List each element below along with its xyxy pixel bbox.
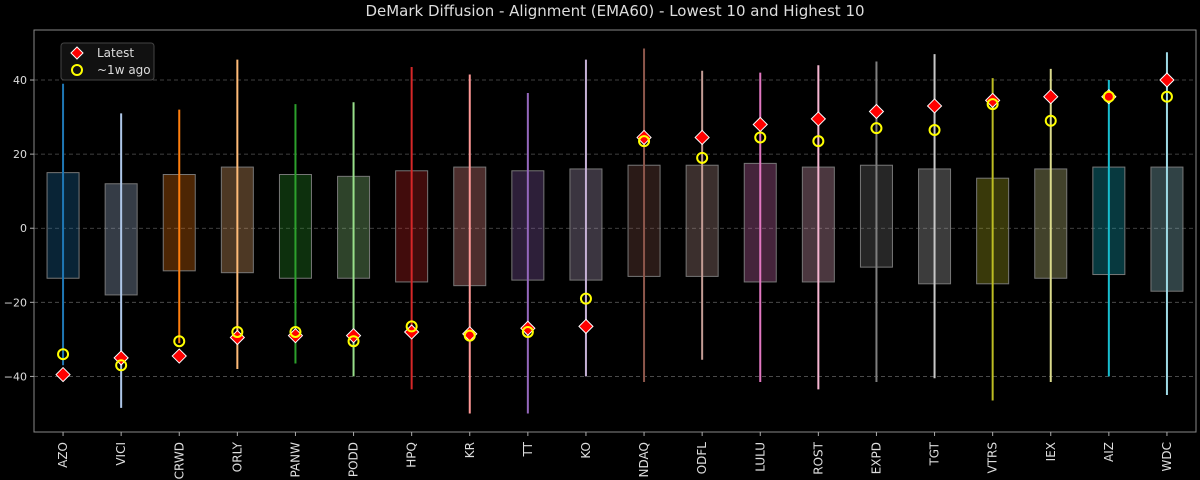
x-tick-label: HPQ [405, 442, 419, 468]
x-tick-label: AZO [56, 442, 70, 468]
legend-latest-label: Latest [97, 46, 134, 60]
latest-marker-KO [578, 318, 594, 335]
x-tick-label: TGT [928, 441, 942, 466]
chart-title: DeMark Diffusion - Alignment (EMA60) - L… [365, 2, 864, 20]
week-ago-marker-TGT [928, 124, 941, 137]
week-ago-marker-EXPD [870, 122, 883, 135]
plot-frame [33, 29, 1197, 433]
latest-marker-AZO [55, 366, 71, 383]
week-ago-marker-LULU [754, 131, 767, 144]
latest-marker-VTRS [984, 92, 1001, 109]
legend-week-ago-label: ~1w ago [97, 63, 151, 77]
y-tick-label: −20 [4, 296, 27, 309]
x-tick-label: ORLY [230, 441, 244, 472]
latest-marker-LULU [752, 116, 768, 133]
week-ago-marker-ODFL [696, 151, 709, 164]
week-ago-marker-PANW [289, 325, 302, 338]
x-tick-label: ODFL [695, 442, 709, 475]
week-ago-marker-CRWD [173, 335, 186, 348]
latest-marker-NDAQ [636, 129, 652, 146]
x-tick-label: LULU [753, 442, 767, 472]
week-ago-marker-AZO [57, 348, 70, 361]
y-tick-label: −40 [4, 370, 27, 383]
latest-marker-VICI [113, 350, 129, 366]
x-tick-label: WDC [1160, 442, 1174, 471]
week-ago-marker-PODD [347, 335, 360, 348]
x-tick-label: IEX [1044, 442, 1058, 461]
week-ago-marker-NDAQ [638, 135, 651, 148]
week-ago-marker-WDC [1160, 90, 1173, 103]
legend: Latest ~1w ago [60, 42, 155, 81]
y-tick-label: 20 [13, 148, 27, 161]
week-ago-marker-ORLY [231, 325, 244, 338]
x-tick-label: PODD [347, 442, 361, 477]
latest-marker-IEX [1043, 88, 1059, 105]
legend-latest-marker [70, 46, 84, 60]
legend-week-ago-marker [71, 64, 83, 76]
week-ago-marker-VICI [115, 359, 128, 372]
latest-marker-WDC [1159, 72, 1175, 88]
x-tick-label: NDAQ [637, 442, 651, 477]
legend-box [60, 42, 155, 81]
week-ago-marker-IEX [1044, 114, 1057, 127]
week-ago-marker-KO [579, 292, 592, 305]
x-tick-label: KR [463, 442, 477, 458]
y-tick-label: 0 [20, 222, 27, 235]
week-ago-marker-VTRS [986, 98, 999, 111]
x-tick-label: EXPD [869, 442, 883, 474]
latest-marker-TGT [926, 98, 943, 114]
latest-marker-ROST [810, 111, 827, 127]
x-tick-label: PANW [288, 442, 302, 478]
week-ago-marker-ROST [812, 135, 825, 148]
latest-marker-EXPD [868, 103, 885, 120]
latest-marker-ODFL [694, 129, 710, 146]
x-tick-label: CRWD [172, 442, 186, 479]
x-tick-label: AIZ [1102, 442, 1116, 462]
x-tick-label: ROST [811, 441, 825, 474]
week-ago-marker-AIZ [1102, 90, 1115, 103]
latest-marker-TT [520, 320, 536, 336]
x-tick-label: VICI [114, 442, 128, 466]
week-ago-marker-KR [463, 329, 476, 342]
y-tick-label: 40 [13, 74, 27, 87]
x-tick-label: KO [579, 442, 593, 459]
week-ago-marker-HPQ [405, 320, 418, 333]
x-tick-label: TT [521, 441, 535, 457]
latest-marker-CRWD [171, 348, 187, 364]
x-tick-label: VTRS [986, 442, 1000, 474]
week-ago-marker-TT [521, 325, 534, 338]
